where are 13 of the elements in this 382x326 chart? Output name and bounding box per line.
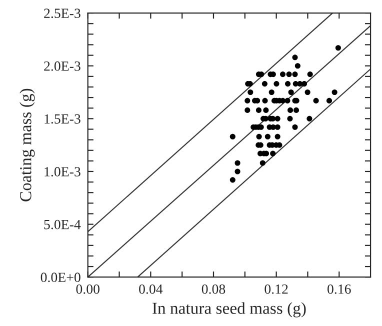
y-tick-label: 1.5E-3: [44, 114, 80, 124]
y-tick-label: 2.0E-3: [44, 61, 80, 71]
y-axis-title: Coating mass (g): [20, 88, 35, 202]
x-tick-label: 0.12: [264, 284, 288, 294]
x-tick-label: 0.00: [76, 284, 100, 294]
y-tick-label: 2.5E-3: [44, 8, 80, 18]
x-tick-label: 0.08: [202, 284, 226, 294]
x-tick-label: 0.04: [139, 284, 163, 294]
y-tick-label: 1.0E-3: [44, 167, 80, 176]
x-tick-label: 0.16: [328, 284, 351, 294]
x-axis-title: In natura seed mass (g): [152, 302, 306, 318]
y-tick-label: 0.0E+0: [40, 272, 80, 282]
y-tick-label: 5.0E-4: [44, 220, 81, 230]
